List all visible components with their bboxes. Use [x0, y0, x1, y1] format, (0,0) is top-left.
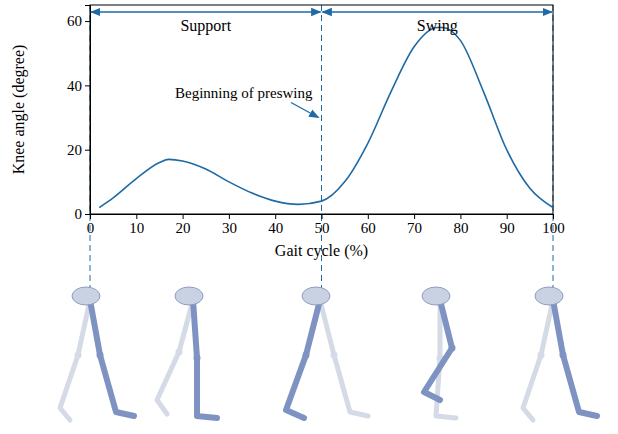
leg-figure [523, 287, 597, 420]
x-tick-mark [183, 214, 184, 219]
x-tick-label: 50 [315, 220, 330, 236]
x-tick-mark [322, 214, 323, 219]
x-tick-mark [414, 214, 415, 219]
y-tick-mark [85, 150, 90, 151]
x-tick-label: 20 [176, 220, 191, 236]
knee-joint [303, 352, 310, 359]
x-tick: 40 [268, 214, 283, 236]
pelvis [175, 287, 203, 305]
y-tick-label: 60 [67, 13, 82, 29]
leg [193, 300, 217, 418]
x-tick-mark [136, 214, 137, 219]
pelvis [302, 287, 330, 305]
leg-figure [286, 287, 368, 418]
pelvis [422, 287, 450, 305]
plot-area [99, 28, 553, 208]
y-tick: 60 [67, 13, 90, 29]
leg-figure [157, 287, 217, 418]
x-tick-mark [275, 214, 276, 219]
knee-joint [97, 352, 104, 359]
annotation: Beginning of preswing [175, 85, 313, 101]
y-tick: 40 [67, 78, 90, 94]
x-tick: 50 [315, 214, 330, 236]
knee-joint [538, 352, 545, 359]
pelvis [72, 287, 100, 305]
x-tick-label: 10 [129, 220, 144, 236]
plot-frame [90, 5, 553, 214]
x-tick-label: 70 [407, 220, 422, 236]
knee-joint [194, 355, 201, 362]
x-tick: 30 [222, 214, 237, 236]
leg [523, 300, 553, 420]
y-axis-line [85, 6, 91, 215]
leg [60, 300, 90, 420]
x-tick: 70 [407, 214, 422, 236]
x-tick-label: 40 [268, 220, 283, 236]
y-tick-label: 0 [75, 206, 83, 222]
knee-joint [176, 349, 183, 356]
x-axis-line [91, 215, 554, 220]
x-tick-mark [229, 214, 230, 219]
leg [157, 300, 193, 414]
chart: 0 10 20 30 40 50 60 70 80 90 100 0 20 40 60 Gait cycle … [0, 0, 618, 434]
knee-joint [560, 352, 567, 359]
x-tick: 10 [129, 214, 144, 236]
leg-figure [422, 287, 456, 418]
y-tick-label: 40 [67, 78, 82, 94]
x-tick: 100 [542, 214, 565, 236]
x-axis-title: Gait cycle (%) [275, 242, 368, 260]
x-tick-label: 0 [87, 220, 95, 236]
x-tick: 80 [453, 214, 468, 236]
y-tick-mark [85, 21, 90, 22]
x-tick-label: 90 [500, 220, 515, 236]
leg [320, 300, 368, 416]
x-tick: 90 [500, 214, 515, 236]
x-tick-mark [368, 214, 369, 219]
x-tick-label: 60 [361, 220, 376, 236]
x-tick-mark [507, 214, 508, 219]
pelvis [535, 287, 563, 305]
x-axis: 0 10 20 30 40 50 60 70 80 90 100 [87, 214, 565, 236]
y-axis-title: Knee angle (degree) [10, 45, 28, 175]
x-tick: 0 [87, 214, 95, 236]
phase-label: Support [180, 17, 231, 35]
leg [90, 300, 134, 416]
y-tick-mark [85, 85, 90, 86]
y-axis: 0 20 40 60 [67, 6, 91, 223]
x-tick: 20 [176, 214, 191, 236]
x-tick-label: 100 [542, 220, 565, 236]
leg-figure [60, 287, 134, 420]
x-tick-label: 30 [222, 220, 237, 236]
knee-joint [331, 352, 338, 359]
y-tick: 20 [67, 142, 90, 158]
x-tick-mark [553, 214, 554, 219]
y-tick-mark [85, 214, 90, 215]
y-tick-label: 20 [67, 142, 82, 158]
phase-arrow [91, 11, 321, 12]
annotation-arrow [291, 103, 319, 118]
leg [424, 300, 452, 400]
knee-joint [449, 345, 456, 352]
phase-arrow [323, 11, 553, 12]
x-tick-mark [460, 214, 461, 219]
x-tick: 60 [361, 214, 376, 236]
x-tick-label: 80 [453, 220, 468, 236]
leg [553, 300, 597, 416]
knee-joint [75, 352, 82, 359]
phase-label: Swing [417, 17, 458, 35]
y-tick: 0 [75, 206, 91, 222]
leg [286, 300, 320, 418]
knee-angle-line [99, 28, 553, 208]
